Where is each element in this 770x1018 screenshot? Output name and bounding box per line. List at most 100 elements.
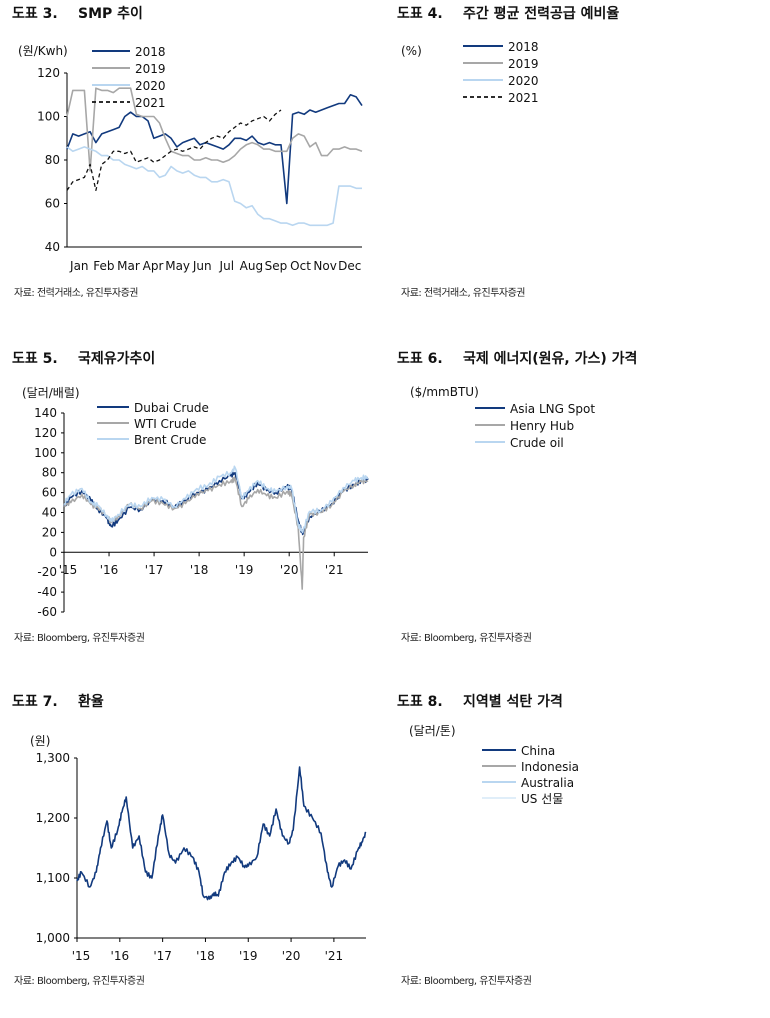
legend-label: 2021 [135, 96, 166, 110]
chart-smp: (원/Kwh) 40 60 80 100 120 Jan Feb Mar Apr May Jun Jul… [18, 44, 363, 273]
panel-number: 도표 4. [397, 6, 443, 22]
y-tick-label: 1,200 [36, 811, 70, 825]
series-line-2019 [66, 87, 363, 172]
x-tick-label: '16 [111, 949, 130, 963]
y-tick-label: 40 [42, 506, 57, 520]
series-line-2021 [66, 109, 282, 192]
x-tick-label: '21 [325, 949, 344, 963]
panel-smp: 도표 3. SMP 추이 (원/Kwh) 40 60 80 100 120 Jan Feb Mar… [0, 0, 385, 330]
y-tick-label: 140 [34, 406, 57, 420]
legend-label: Indonesia [521, 760, 579, 774]
panel-number: 도표 3. [12, 6, 58, 22]
x-tick-label: Dec [338, 259, 361, 273]
legend-label: Asia LNG Spot [510, 402, 595, 416]
legend-label: 2019 [508, 57, 539, 71]
panel-fx: 도표 7. 환율 (원) 1,000 1,100 1,200 1,300 '15 '16 '17… [0, 688, 385, 1018]
x-tick-label: Mar [117, 259, 140, 273]
unit-label: (원) [30, 734, 50, 748]
x-tick-label: '21 [325, 563, 344, 577]
unit-label: (달러/톤) [409, 724, 456, 738]
panel-reserve: 도표 4. 주간 평균 전력공급 예비율 (%)0153045607590JanF… [385, 0, 770, 330]
x-tick-label: Sep [265, 259, 288, 273]
panel-title-oil: 도표 5. 국제유가추이 [12, 348, 155, 368]
legend-label: US 선물 [521, 792, 563, 806]
panel-title-coal: 도표 8. 지역별 석탄 가격 [397, 691, 563, 711]
source-note: 자료: Bloomberg, 유진투자증권 [401, 976, 532, 987]
y-tick-label: -20 [37, 565, 57, 579]
panel-title-fx: 도표 7. 환율 [12, 691, 104, 711]
legend-label: Henry Hub [510, 419, 574, 433]
panel-title-energy: 도표 6. 국제 에너지(원유, 가스) 가격 [397, 348, 637, 368]
x-tick-label: May [165, 259, 190, 273]
x-tick-label: Oct [290, 259, 311, 273]
panel-heading: 국제유가추이 [78, 351, 156, 367]
panel-heading: 주간 평균 전력공급 예비율 [463, 6, 620, 22]
y-tick-label: 120 [37, 66, 60, 80]
x-tick-label: '18 [190, 563, 209, 577]
legend-label: 2018 [508, 40, 539, 54]
unit-label: ($/mmBTU) [410, 385, 479, 399]
legend-label: Dubai Crude [134, 401, 209, 415]
panel-heading: 국제 에너지(원유, 가스) 가격 [463, 351, 638, 367]
x-tick-label: Apr [143, 259, 164, 273]
unit-label: (%) [401, 44, 422, 58]
legend-label: 2021 [508, 91, 539, 105]
legend-label: 2018 [135, 45, 166, 59]
y-tick-label: 60 [42, 486, 57, 500]
legend-label: Australia [521, 776, 574, 790]
x-tick-label: '19 [239, 949, 258, 963]
legend-label: 2020 [135, 79, 166, 93]
x-tick-label: Jun [192, 259, 212, 273]
x-tick-label: '19 [235, 563, 254, 577]
x-tick-label: Aug [240, 259, 263, 273]
x-tick-label: Feb [93, 259, 114, 273]
panel-number: 도표 8. [397, 694, 443, 710]
y-tick-label: 20 [42, 525, 57, 539]
source-note: 자료: 전력거래소, 유진투자증권 [14, 288, 139, 299]
y-tick-label: 80 [42, 466, 57, 480]
y-tick-label: 60 [45, 197, 60, 211]
x-tick-label: Jan [69, 259, 89, 273]
x-tick-label: '15 [72, 949, 91, 963]
panel-number: 도표 6. [397, 351, 443, 367]
source-note: 자료: Bloomberg, 유진투자증권 [14, 976, 145, 987]
panel-oil: 도표 5. 국제유가추이 (달러/배럴) -60 -40 -20 0 20 40 60 80 100… [0, 345, 385, 675]
panel-number: 도표 7. [12, 694, 58, 710]
y-tick-label: -60 [37, 605, 57, 619]
x-tick-label: Jul [219, 259, 234, 273]
y-tick-label: 100 [34, 446, 57, 460]
source-note: 자료: Bloomberg, 유진투자증권 [14, 633, 145, 644]
chart-fx: (원) 1,000 1,100 1,200 1,300 '15 '16 '17 '18 '19 '2… [30, 734, 367, 963]
legend-label: 2020 [508, 74, 539, 88]
panel-heading: 지역별 석탄 가격 [463, 694, 563, 710]
y-tick-label: 120 [34, 426, 57, 440]
panel-title-smp: 도표 3. SMP 추이 [12, 3, 143, 23]
y-tick-label: 80 [45, 153, 60, 167]
series-line-2020 [66, 146, 362, 227]
x-tick-label: '18 [196, 949, 215, 963]
series-line-2018 [66, 94, 363, 205]
source-note: 자료: 전력거래소, 유진투자증권 [401, 288, 526, 299]
panel-energy: 도표 6. 국제 에너지(원유, 가스) 가격 ($/mmBTU)-10-5051… [385, 345, 770, 675]
legend-label: 2019 [135, 62, 166, 76]
series-line-brent-crude [63, 465, 369, 534]
x-tick-label: '16 [100, 563, 119, 577]
source-note: 자료: Bloomberg, 유진투자증권 [401, 633, 532, 644]
x-tick-label: '17 [145, 563, 164, 577]
y-tick-label: 1,000 [36, 931, 70, 945]
panel-title-reserve: 도표 4. 주간 평균 전력공급 예비율 [397, 3, 619, 23]
series-line-usd/krw [76, 766, 367, 901]
legend-label: Brent Crude [134, 433, 206, 447]
x-tick-label: '20 [280, 563, 299, 577]
chart-energy: ($/mmBTU)-10-50510152025'15'16'17'18'19'… [410, 385, 595, 450]
x-tick-label: '17 [153, 949, 172, 963]
chart-oil: (달러/배럴) -60 -40 -20 0 20 40 60 80 100 120 140 '15 '16… [22, 386, 369, 619]
unit-label: (원/Kwh) [18, 44, 68, 58]
y-tick-label: 0 [49, 545, 57, 559]
panel-coal: 도표 8. 지역별 석탄 가격 (달러/톤)0204060801001201401… [385, 688, 770, 1018]
y-tick-label: 1,100 [36, 871, 70, 885]
y-tick-label: 1,300 [36, 751, 70, 765]
legend-label: WTI Crude [134, 417, 196, 431]
panel-number: 도표 5. [12, 351, 58, 367]
y-tick-label: 100 [37, 110, 60, 124]
